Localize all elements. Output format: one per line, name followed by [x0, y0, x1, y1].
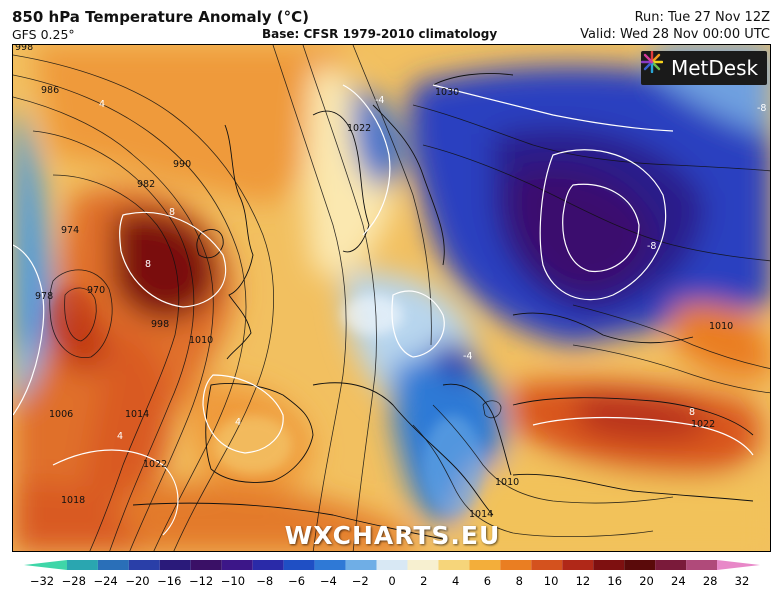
- colorbar-tick-label: −6: [288, 574, 306, 588]
- isobar-label: 1030: [435, 87, 460, 98]
- isobar-label: 1022: [347, 123, 372, 134]
- contour-label: -4: [375, 95, 385, 106]
- isobar-label: 990: [173, 159, 192, 170]
- model-label: GFS 0.25°: [12, 27, 75, 42]
- wxcharts-watermark: WXCHARTS.EU: [284, 521, 501, 550]
- colorbar-segment: [24, 560, 67, 570]
- isobar-label: 1014: [125, 409, 150, 420]
- colorbar-tick-label: 28: [702, 574, 718, 588]
- colorbar-tick-label: 4: [451, 574, 460, 588]
- colorbar-tick-label: 32: [734, 574, 750, 588]
- isobar-label: 1014: [469, 509, 494, 520]
- isobar-label: 970: [87, 285, 106, 296]
- colorbar-tick-label: −16: [157, 574, 182, 588]
- colorbar-segment: [221, 560, 253, 570]
- colorbar-tick-label: −12: [188, 574, 214, 588]
- metdesk-logo-text: MetDesk: [671, 56, 759, 80]
- isobar-label: 982: [137, 179, 156, 190]
- colorbar-tick-label: −20: [125, 574, 150, 588]
- contour-label: 4: [117, 431, 124, 442]
- colorbar-segment: [531, 560, 563, 570]
- isobar-label: 998: [151, 319, 170, 330]
- colorbar-segment: [686, 560, 718, 570]
- metdesk-logo: MetDesk: [641, 51, 767, 85]
- climatology-base-label: Base: CFSR 1979-2010 climatology: [262, 27, 498, 41]
- isobars: [13, 45, 770, 551]
- colorbar-tick-label: 8: [515, 574, 523, 588]
- colorbar-segment: [345, 560, 377, 570]
- colorbar-segment: [469, 560, 501, 570]
- colorbar-segment: [562, 560, 594, 570]
- colorbar-segment: [376, 560, 408, 570]
- isobar-label: 1006: [49, 409, 74, 420]
- contour-label: -8: [647, 241, 657, 252]
- colorbar-segment: [128, 560, 160, 570]
- colorbar-segment: [252, 560, 284, 570]
- colorbar-segment: [717, 560, 760, 570]
- colorbar-tick-label: −2: [351, 574, 369, 588]
- isobar-label: 998: [15, 44, 34, 53]
- colorbar-tick-label: −24: [93, 574, 118, 588]
- colorbar-ticks: −32 −28 −24 −20 −16 −12 −10 −8 −6 −4 −2 0 2 4 6 8 10 12 16…: [24, 574, 760, 590]
- colorbar-segment: [624, 560, 656, 570]
- isobar-label: 986: [41, 85, 60, 96]
- anomaly-field: [13, 45, 770, 551]
- anomaly-contours: [13, 84, 754, 536]
- colorbar-segment: [438, 560, 470, 570]
- colorbar-segment: [500, 560, 532, 570]
- isobar-label: 1010: [189, 335, 214, 346]
- isobar-label: 1022: [691, 419, 716, 430]
- isobar-label: 1010: [495, 477, 520, 488]
- colorbar-tick-label: −4: [319, 574, 337, 588]
- isobar-label: 1022: [143, 459, 168, 470]
- colorbar-tick-label: 0: [388, 574, 396, 588]
- map-canvas: [13, 45, 770, 551]
- isobar-label: 1010: [709, 321, 734, 332]
- colorbar-tick-label: 6: [483, 574, 492, 588]
- contour-label: -8: [757, 103, 767, 114]
- valid-time-label: Valid: Wed 28 Nov 00:00 UTC: [580, 27, 770, 42]
- colorbar-tick-label: 16: [607, 574, 623, 588]
- colorbar-tick-label: −28: [61, 574, 86, 588]
- colorbar-segment: [97, 560, 129, 570]
- colorbar-segment: [314, 560, 346, 570]
- contour-label: 4: [235, 417, 242, 428]
- isobar-label: 978: [35, 291, 54, 302]
- colorbar-segment: [159, 560, 191, 570]
- colorbar-tick-label: 10: [543, 574, 559, 588]
- colorbar-segment: [593, 560, 625, 570]
- colorbar: [24, 560, 760, 570]
- chart-title: 850 hPa Temperature Anomaly (°C): [12, 8, 309, 26]
- colorbar-tick-label: 2: [420, 574, 428, 588]
- colorbar-tick-label: 24: [671, 574, 686, 588]
- run-time-label: Run: Tue 27 Nov 12Z: [634, 10, 770, 25]
- metdesk-burst-icon: [641, 51, 663, 73]
- colorbar-segment: [407, 560, 439, 570]
- contour-label: -4: [463, 351, 473, 362]
- colorbar-tick-label: 20: [639, 574, 654, 588]
- coastlines: [132, 73, 754, 540]
- isobar-label: 1018: [61, 495, 86, 506]
- header: 850 hPa Temperature Anomaly (°C) GFS 0.2…: [0, 0, 784, 44]
- contour-label: 8: [145, 259, 152, 270]
- contour-label: 8: [169, 207, 176, 218]
- contour-label: 4: [99, 99, 106, 110]
- anomaly-map[interactable]: 998 986 990 982 974 970 978 998 1010 100…: [12, 44, 771, 552]
- colorbar-tick-label: −8: [256, 574, 274, 588]
- contour-label: 8: [689, 407, 696, 418]
- colorbar-segment: [283, 560, 315, 570]
- isobar-label: 974: [61, 225, 80, 236]
- colorbar-segment: [66, 560, 98, 570]
- colorbar-tick-label: 12: [575, 574, 591, 588]
- colorbar-segment: [655, 560, 687, 570]
- anomaly-detail: [51, 287, 483, 515]
- colorbar-segment: [190, 560, 222, 570]
- colorbar-tick-label: −10: [220, 574, 246, 588]
- colorbar-tick-label: −32: [29, 574, 55, 588]
